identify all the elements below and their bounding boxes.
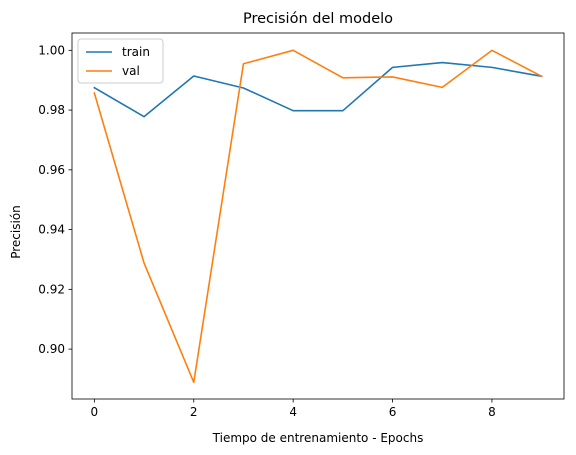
legend-label-train: train [122,45,150,59]
x-tick-label: 8 [488,405,496,419]
y-tick-label: 0.92 [38,282,65,296]
y-tick-label: 0.94 [38,223,65,237]
legend: train val [77,38,164,84]
x-axis: 0 2 4 6 8 [91,399,496,419]
plot-frame [71,32,565,400]
y-tick-label: 1.00 [38,43,65,57]
series-line-train [93,61,543,118]
series-line-val [93,49,543,384]
y-axis-label: Precisión [9,205,23,259]
chart-title: Precisión del modelo [243,11,393,27]
x-tick-label: 4 [289,405,297,419]
y-tick-label: 0.98 [38,103,65,117]
x-tick-label: 0 [91,405,99,419]
y-tick-label: 0.96 [38,163,65,177]
x-tick-label: 6 [389,405,397,419]
plot-area [71,32,565,400]
legend-box [77,38,164,84]
series-layer [93,49,543,384]
x-axis-label: Tiempo de entrenamiento - Epochs [212,431,424,445]
x-tick-label: 2 [190,405,198,419]
legend-label-val: val [122,64,140,78]
y-axis: 0.90 0.92 0.94 0.96 0.98 1.00 [38,43,72,356]
y-tick-label: 0.90 [38,342,65,356]
